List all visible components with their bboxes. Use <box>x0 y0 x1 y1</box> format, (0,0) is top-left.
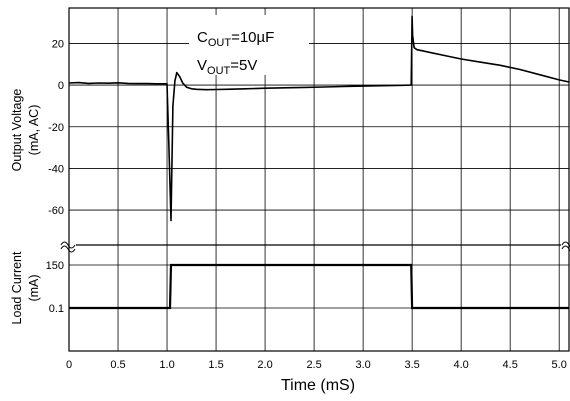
x-tick-label: 5.0 <box>552 359 567 371</box>
plot-frame <box>60 7 570 352</box>
x-tick-label: 1.0 <box>159 359 174 371</box>
series-output-voltage <box>68 15 570 222</box>
grid <box>69 8 569 351</box>
annotation-vout: VOUT=5V <box>197 57 257 77</box>
x-tick-label: 4.0 <box>454 359 469 371</box>
y-tick-label: -40 <box>48 163 64 175</box>
y-tick-label: 0.1 <box>49 303 64 315</box>
tick-labels: 0 0.5 1.0 1.5 2.0 2.5 3.0 3.5 4.0 4.5 5.0 20 0 -20 -40… <box>46 38 567 371</box>
y-axis-label-output-voltage: Output Voltage <box>10 89 24 172</box>
y-tick-label: 20 <box>52 38 64 50</box>
x-tick-label: 2.5 <box>306 359 321 371</box>
y-tick-label: -20 <box>48 122 64 134</box>
y-axis-label-load-current-units: (mA) <box>27 274 41 301</box>
y-tick-label: 0 <box>58 80 64 92</box>
x-tick-label: 1.5 <box>208 359 223 371</box>
x-axis-label: Time (mS) <box>281 377 355 394</box>
annotation-cout: COUT=10µF <box>197 29 274 49</box>
series-load-current <box>69 263 569 310</box>
y-axis-label-output-voltage-units: (mA, AC) <box>27 105 41 156</box>
y-tick-label: 150 <box>46 260 64 272</box>
y-tick-label: -60 <box>48 205 64 217</box>
x-tick-label: 4.5 <box>503 359 518 371</box>
plot-border <box>68 7 570 352</box>
series-layer <box>68 15 570 310</box>
axis-break-left <box>60 241 76 253</box>
x-tick-label: 2.0 <box>257 359 272 371</box>
annotation-box: COUT=10µF VOUT=5V <box>189 15 309 77</box>
x-tick-label: 3.5 <box>404 359 419 371</box>
x-tick-label: 0.5 <box>110 359 125 371</box>
y-axis-label-load-current: Load Current <box>10 251 24 324</box>
x-tick-label: 3.0 <box>355 359 370 371</box>
x-tick-label: 0 <box>66 359 72 371</box>
